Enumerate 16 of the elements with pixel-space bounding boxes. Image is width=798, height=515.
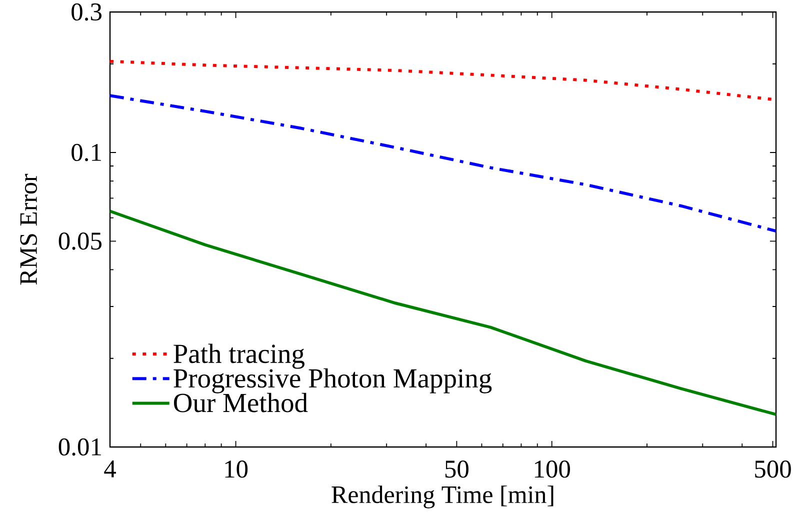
- legend-label: Our Method: [174, 392, 308, 412]
- x-tick-label: 10: [225, 460, 248, 478]
- y-tick-label: 0.1: [72, 144, 101, 162]
- legend-label: Path tracing: [174, 344, 304, 369]
- x-tick-label: 500: [755, 460, 791, 478]
- line-series: [110, 210, 776, 416]
- legend-label: Progressive Photon Mapping: [174, 368, 492, 394]
- x-axis-title: Rendering Time [min]: [332, 486, 554, 508]
- x-tick-label: 4: [104, 460, 116, 478]
- x-tick-label: 50: [445, 460, 468, 478]
- y-tick-label: 0.01: [58, 438, 101, 456]
- y-tick-label: 0.05: [58, 232, 102, 250]
- x-tick-label: 100: [534, 460, 570, 478]
- y-tick-label: 0.3: [72, 3, 102, 21]
- y-axis-title: RMS Error: [20, 174, 38, 285]
- line-series: [110, 94, 776, 233]
